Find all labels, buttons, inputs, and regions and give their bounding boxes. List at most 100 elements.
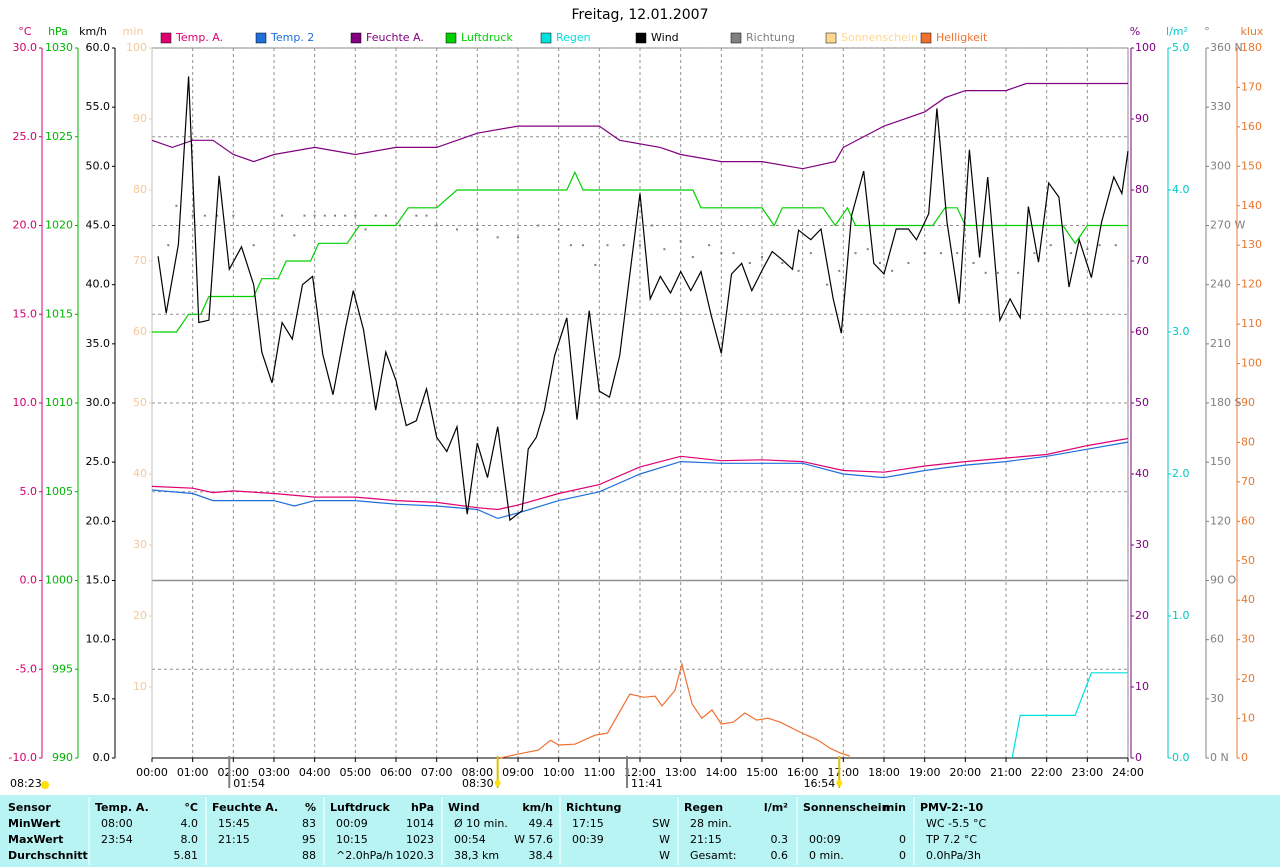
y-tick-label: 80: [1241, 435, 1255, 448]
axis-unit: klux: [1241, 25, 1264, 38]
y-tick-label: 45.0: [86, 219, 111, 232]
x-tick-label: 20:00: [949, 766, 981, 779]
y-tick-label: 70: [133, 254, 147, 267]
series-line: [157, 76, 1129, 522]
x-tick-label: 17:00: [827, 766, 859, 779]
series-line: [151, 82, 1128, 170]
direction-dot: [203, 214, 206, 217]
x-tick-label: 03:00: [258, 766, 290, 779]
y-tick-label: 1020: [45, 219, 73, 232]
y-tick-label: 1005: [45, 485, 73, 498]
y-tick-label: 35.0: [86, 337, 111, 350]
y-tick-label: 40: [133, 467, 147, 480]
direction-dot: [639, 244, 641, 247]
cell-left: 00:39: [572, 833, 604, 846]
y-tick-label: 50.0: [86, 159, 111, 172]
direction-dot: [191, 214, 194, 217]
direction-dot: [826, 283, 829, 286]
y-tick-label: 100: [1241, 357, 1262, 370]
direction-dot: [972, 261, 975, 264]
chart-title: Freitag, 12.01.2007: [572, 7, 709, 23]
direction-dot: [582, 244, 585, 247]
y-tick-label: 150: [1210, 455, 1231, 468]
y-tick-label: 10.0: [13, 396, 38, 409]
y-tick-label: 25.0: [13, 130, 38, 143]
y-tick-label: 50: [133, 396, 147, 409]
cell-left: TP 7.2 °C: [925, 833, 977, 846]
direction-dot: [956, 252, 959, 255]
y-tick-label: 60: [1210, 633, 1224, 646]
legend-swatch: [540, 32, 552, 44]
direction-dot: [606, 244, 609, 247]
y-tick-label: 50: [1135, 396, 1149, 409]
x-tick-label: 08:00: [461, 766, 493, 779]
sunrise-dot: [41, 781, 49, 789]
column-title: Luftdruck: [330, 801, 391, 814]
cell-right: 83: [302, 817, 316, 830]
series-line: [152, 170, 1128, 333]
y-tick-label: 60.0: [86, 41, 111, 54]
y-tick-label: 80: [1135, 183, 1149, 196]
y-tick-label: 0: [1135, 751, 1142, 764]
axis-unit: °C: [18, 25, 32, 38]
y-tick-label: 0.0: [1172, 751, 1190, 764]
y-tick-label: 2.0: [1172, 467, 1190, 480]
column-title: Temp. A.: [95, 801, 149, 814]
y-tick-label: 210: [1210, 337, 1231, 350]
cell-right: 1023: [406, 833, 434, 846]
column-title: PMV-2:-10: [920, 801, 984, 814]
y-tick-label: 90: [1241, 396, 1255, 409]
direction-dot: [1017, 271, 1020, 274]
y-tick-label: 130: [1241, 238, 1262, 251]
column-title: Regen: [684, 801, 723, 814]
column-unit: l/m²: [764, 801, 788, 814]
cell-left: ^2.0hPa/h: [336, 849, 393, 862]
direction-dot: [1114, 244, 1117, 247]
y-tick-label: 90: [133, 112, 147, 125]
y-tick-label: 100: [1135, 41, 1156, 54]
direction-dot: [691, 256, 694, 259]
direction-dot: [651, 224, 654, 227]
direction-dot: [323, 214, 326, 217]
y-tick-label: 1030: [45, 41, 73, 54]
y-tick-label: 80: [133, 183, 147, 196]
cell-left: 21:15: [690, 833, 722, 846]
y-tick-label: 10: [133, 680, 147, 693]
y-tick-label: 360 N: [1210, 41, 1243, 54]
x-tick-label: 07:00: [421, 766, 453, 779]
direction-dot: [1086, 248, 1089, 251]
legend-swatch: [445, 32, 457, 44]
series-line: [1011, 672, 1128, 759]
direction-dot: [939, 252, 942, 255]
cell-right: 8.0: [181, 833, 199, 846]
y-tick-label: 30: [1210, 692, 1224, 705]
cell-left: 00:09: [809, 833, 841, 846]
column-title: Sonnenschein: [803, 801, 889, 814]
cell-left: 17:15: [572, 817, 604, 830]
direction-dot: [435, 224, 438, 227]
column-title: Wind: [448, 801, 480, 814]
legend-label: Temp. 2: [270, 31, 314, 44]
direction-dot: [878, 261, 881, 264]
direction-dot: [748, 261, 751, 264]
x-tick-label: 13:00: [665, 766, 697, 779]
direction-dot: [1098, 244, 1101, 247]
row-label: MaxWert: [8, 833, 63, 846]
cell-left: 28 min.: [690, 817, 732, 830]
column-title: Richtung: [566, 801, 621, 814]
legend-label: Richtung: [746, 31, 795, 44]
y-tick-label: 120: [1210, 514, 1231, 527]
direction-dot: [415, 214, 418, 217]
y-tick-label: 180 S: [1210, 396, 1241, 409]
x-tick-label: 21:00: [990, 766, 1022, 779]
column-title: Feuchte A.: [212, 801, 278, 814]
direction-dot: [334, 214, 336, 217]
direction-dot: [399, 224, 402, 227]
direction-dot: [984, 271, 987, 274]
cell-left: 08:00: [101, 817, 133, 830]
direction-dot: [425, 214, 428, 217]
x-tick-label: 23:00: [1071, 766, 1103, 779]
direction-dot: [1070, 252, 1073, 255]
y-tick-label: 20.0: [13, 219, 38, 232]
y-tick-label: 5.0: [1172, 41, 1190, 54]
